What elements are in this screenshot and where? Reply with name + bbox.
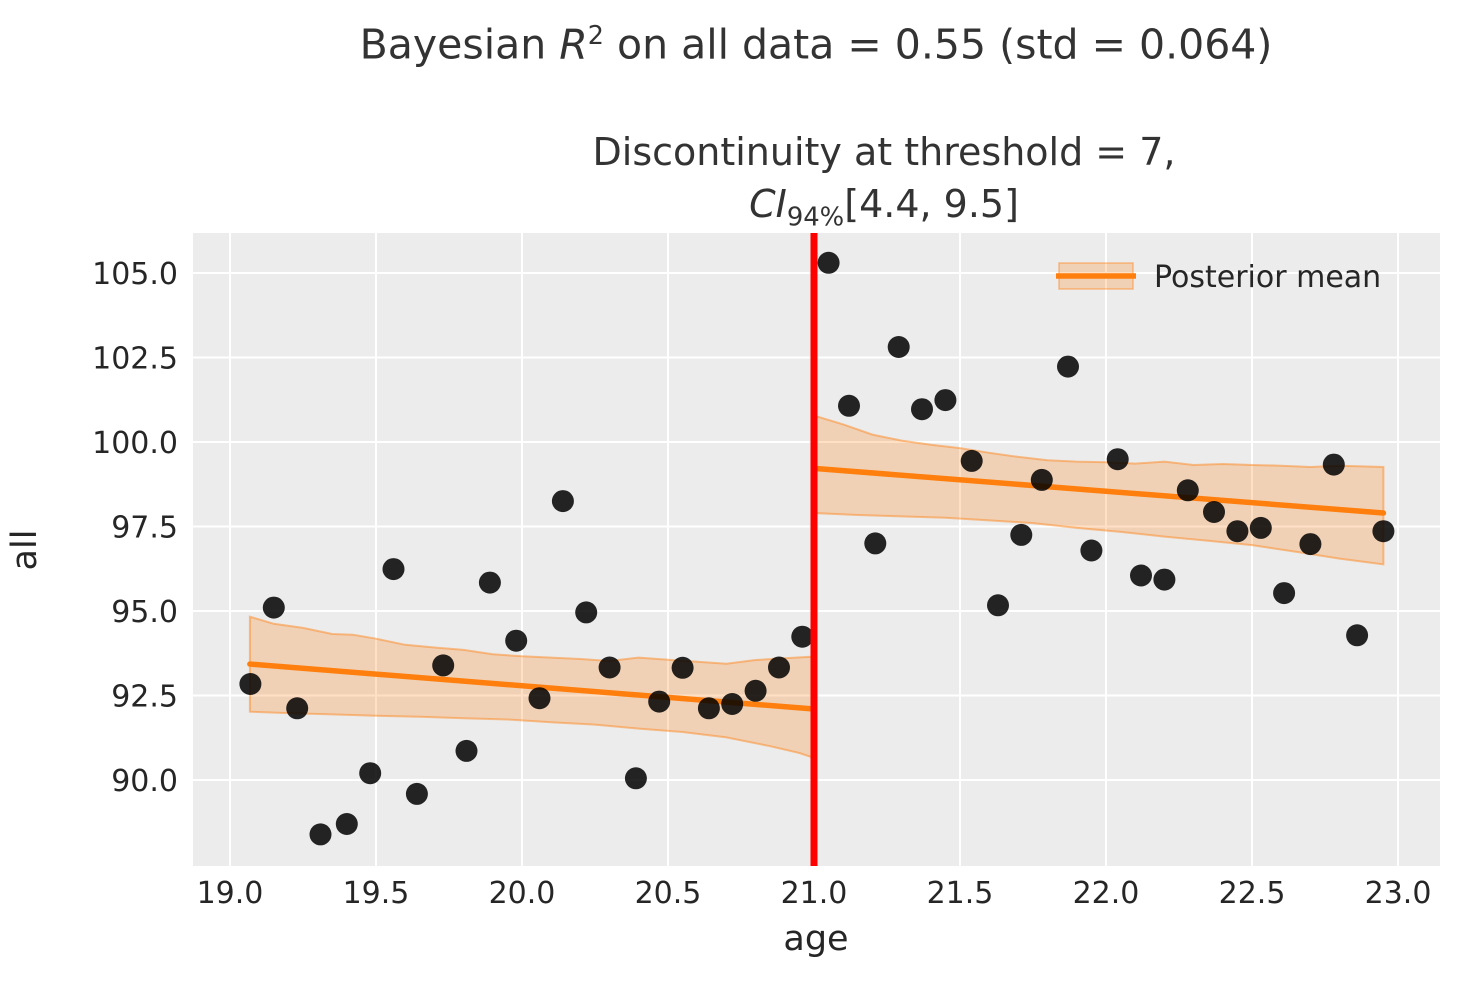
scatter-point bbox=[551, 490, 574, 513]
scatter-point bbox=[286, 697, 309, 720]
scatter-point bbox=[671, 656, 694, 679]
scatter-point bbox=[721, 693, 744, 715]
scatter-point bbox=[405, 782, 428, 805]
scatter-point bbox=[1057, 355, 1079, 378]
scatter-point bbox=[239, 673, 262, 695]
scatter-point bbox=[1372, 520, 1395, 543]
scatter-point bbox=[768, 656, 790, 679]
scatter-point bbox=[528, 687, 551, 710]
scatter-point bbox=[1030, 468, 1053, 491]
scatter-point bbox=[911, 398, 933, 421]
scatter-point bbox=[960, 449, 983, 472]
scatter-point bbox=[887, 336, 910, 358]
x-tick-label: 23.0 bbox=[1365, 876, 1432, 911]
x-tick-label: 21.0 bbox=[781, 876, 848, 911]
scatter-point bbox=[1203, 501, 1225, 523]
y-tick-label: 92.5 bbox=[111, 680, 178, 715]
y-tick-label: 105.0 bbox=[92, 257, 178, 292]
scatter-point bbox=[455, 739, 478, 762]
scatter-point bbox=[838, 394, 860, 417]
y-tick-label: 102.5 bbox=[92, 341, 178, 376]
scatter-point bbox=[864, 532, 887, 555]
scatter-point bbox=[791, 625, 814, 648]
y-tick-label: 97.5 bbox=[111, 510, 178, 545]
scatter-point bbox=[309, 823, 332, 846]
scatter-point bbox=[359, 762, 382, 785]
scatter-point bbox=[697, 697, 720, 720]
scatter-point bbox=[1153, 568, 1176, 591]
scatter-point bbox=[1080, 539, 1103, 562]
x-axis-label: age bbox=[783, 919, 848, 959]
axes-title: Discontinuity at threshold = 7, CI94%[4.… bbox=[593, 126, 1176, 244]
scatter-point bbox=[262, 596, 285, 619]
scatter-point bbox=[624, 767, 647, 790]
scatter-point bbox=[575, 601, 598, 624]
x-tick-label: 21.5 bbox=[927, 876, 994, 911]
scatter-point bbox=[648, 690, 671, 713]
scatter-point bbox=[1249, 516, 1272, 539]
x-tick-label: 22.0 bbox=[1073, 876, 1140, 911]
legend-label: Posterior mean bbox=[1154, 260, 1381, 295]
scatter-point bbox=[505, 629, 528, 652]
x-tick-label: 20.5 bbox=[635, 876, 702, 911]
scatter-point bbox=[1106, 448, 1129, 471]
scatter-point bbox=[1226, 520, 1249, 543]
scatter-point bbox=[1176, 479, 1199, 502]
title-superscript: 2 bbox=[587, 20, 604, 50]
x-tick-label: 19.0 bbox=[197, 876, 264, 911]
x-tick-label: 22.5 bbox=[1219, 876, 1286, 911]
scatter-point bbox=[987, 594, 1009, 617]
posterior-mean-line-right bbox=[811, 465, 1387, 516]
scatter-point bbox=[744, 679, 767, 702]
figure-title: Bayesian R2 on all data = 0.55 (std = 0.… bbox=[359, 20, 1273, 69]
scatter-point bbox=[1130, 564, 1152, 587]
posterior-mean-line-left bbox=[247, 661, 817, 712]
scatter-point bbox=[1299, 533, 1322, 556]
y-tick-label: 100.0 bbox=[92, 426, 178, 461]
y-tick-label: 90.0 bbox=[111, 764, 178, 799]
scatter-point bbox=[382, 558, 405, 581]
y-tick-label: 95.0 bbox=[111, 595, 178, 630]
y-axis-label: all bbox=[5, 530, 45, 571]
scatter-point bbox=[1273, 582, 1296, 605]
scatter-point bbox=[598, 656, 621, 679]
scatter-point bbox=[1346, 624, 1369, 647]
x-tick-label: 20.0 bbox=[489, 876, 556, 911]
title-variable: R bbox=[559, 20, 588, 69]
axes-title-line2: CI94%[4.4, 9.5] bbox=[749, 182, 1019, 233]
scatter-point bbox=[432, 654, 455, 677]
scatter-point bbox=[934, 389, 957, 412]
scatter-point bbox=[817, 251, 840, 274]
scatter-point bbox=[335, 813, 358, 835]
x-tick-label: 19.5 bbox=[343, 876, 410, 911]
scatter-point bbox=[478, 571, 501, 594]
scatter-point bbox=[1010, 523, 1033, 546]
axes-title-line1: Discontinuity at threshold = 7, bbox=[592, 130, 1176, 174]
scatter-point bbox=[1322, 453, 1345, 476]
